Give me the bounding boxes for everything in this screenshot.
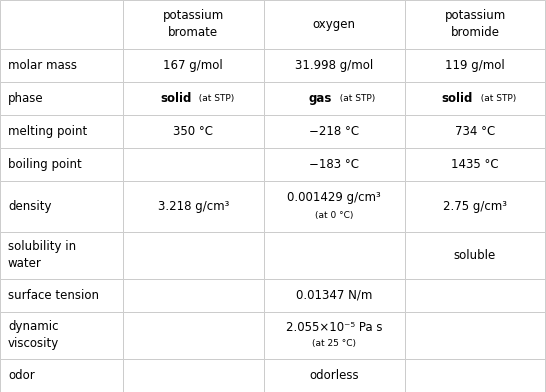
Text: odor: odor <box>8 369 35 382</box>
Bar <box>0 312 123 359</box>
Text: solubility in
water: solubility in water <box>8 240 76 270</box>
Text: (at 0 °C): (at 0 °C) <box>315 211 353 220</box>
Text: (at STP): (at STP) <box>334 94 376 103</box>
Bar <box>264 359 405 392</box>
Bar <box>264 279 405 312</box>
Bar <box>405 115 545 148</box>
Text: gas: gas <box>309 92 332 105</box>
Bar <box>123 0 264 49</box>
Text: molar mass: molar mass <box>8 59 77 72</box>
Bar <box>405 49 545 82</box>
Bar <box>0 232 123 279</box>
Bar <box>123 181 264 232</box>
Bar <box>0 279 123 312</box>
Text: solid: solid <box>160 92 191 105</box>
Text: density: density <box>8 200 51 213</box>
Bar <box>123 359 264 392</box>
Bar <box>123 82 264 115</box>
Bar <box>405 279 545 312</box>
Text: 2.055×10⁻⁵ Pa s: 2.055×10⁻⁵ Pa s <box>286 321 382 334</box>
Text: soluble: soluble <box>454 249 496 262</box>
Bar <box>264 0 405 49</box>
Bar <box>264 148 405 181</box>
Bar <box>0 181 123 232</box>
Bar <box>405 232 545 279</box>
Bar <box>0 148 123 181</box>
Bar <box>0 359 123 392</box>
Text: surface tension: surface tension <box>8 289 99 302</box>
Bar <box>123 115 264 148</box>
Text: 1435 °C: 1435 °C <box>451 158 499 171</box>
Text: potassium
bromate: potassium bromate <box>163 9 224 39</box>
Text: odorless: odorless <box>310 369 359 382</box>
Text: (at 25 °C): (at 25 °C) <box>312 339 356 348</box>
Bar <box>0 0 123 49</box>
Bar <box>264 232 405 279</box>
Bar <box>123 49 264 82</box>
Text: 31.998 g/mol: 31.998 g/mol <box>295 59 373 72</box>
Bar <box>0 82 123 115</box>
Text: melting point: melting point <box>8 125 87 138</box>
Text: potassium
bromide: potassium bromide <box>444 9 506 39</box>
Bar <box>0 115 123 148</box>
Bar <box>264 82 405 115</box>
Text: −183 °C: −183 °C <box>309 158 359 171</box>
Text: 119 g/mol: 119 g/mol <box>445 59 505 72</box>
Bar <box>123 148 264 181</box>
Text: 167 g/mol: 167 g/mol <box>163 59 223 72</box>
Text: dynamic
viscosity: dynamic viscosity <box>8 320 60 350</box>
Text: solid: solid <box>442 92 473 105</box>
Bar <box>405 0 545 49</box>
Text: 2.75 g/cm³: 2.75 g/cm³ <box>443 200 507 213</box>
Text: (at STP): (at STP) <box>475 94 517 103</box>
Bar <box>123 279 264 312</box>
Bar <box>264 115 405 148</box>
Bar <box>405 181 545 232</box>
Text: −218 °C: −218 °C <box>309 125 359 138</box>
Text: 350 °C: 350 °C <box>173 125 213 138</box>
Bar <box>405 312 545 359</box>
Bar <box>264 49 405 82</box>
Text: boiling point: boiling point <box>8 158 82 171</box>
Bar <box>264 181 405 232</box>
Bar <box>405 148 545 181</box>
Text: 3.218 g/cm³: 3.218 g/cm³ <box>158 200 229 213</box>
Text: phase: phase <box>8 92 44 105</box>
Bar <box>264 312 405 359</box>
Bar <box>123 232 264 279</box>
Bar <box>405 359 545 392</box>
Bar <box>123 312 264 359</box>
Text: oxygen: oxygen <box>313 18 355 31</box>
Bar <box>0 49 123 82</box>
Text: 734 °C: 734 °C <box>455 125 495 138</box>
Text: 0.001429 g/cm³: 0.001429 g/cm³ <box>287 191 381 204</box>
Bar <box>405 82 545 115</box>
Text: 0.01347 N/m: 0.01347 N/m <box>296 289 372 302</box>
Text: (at STP): (at STP) <box>193 94 235 103</box>
